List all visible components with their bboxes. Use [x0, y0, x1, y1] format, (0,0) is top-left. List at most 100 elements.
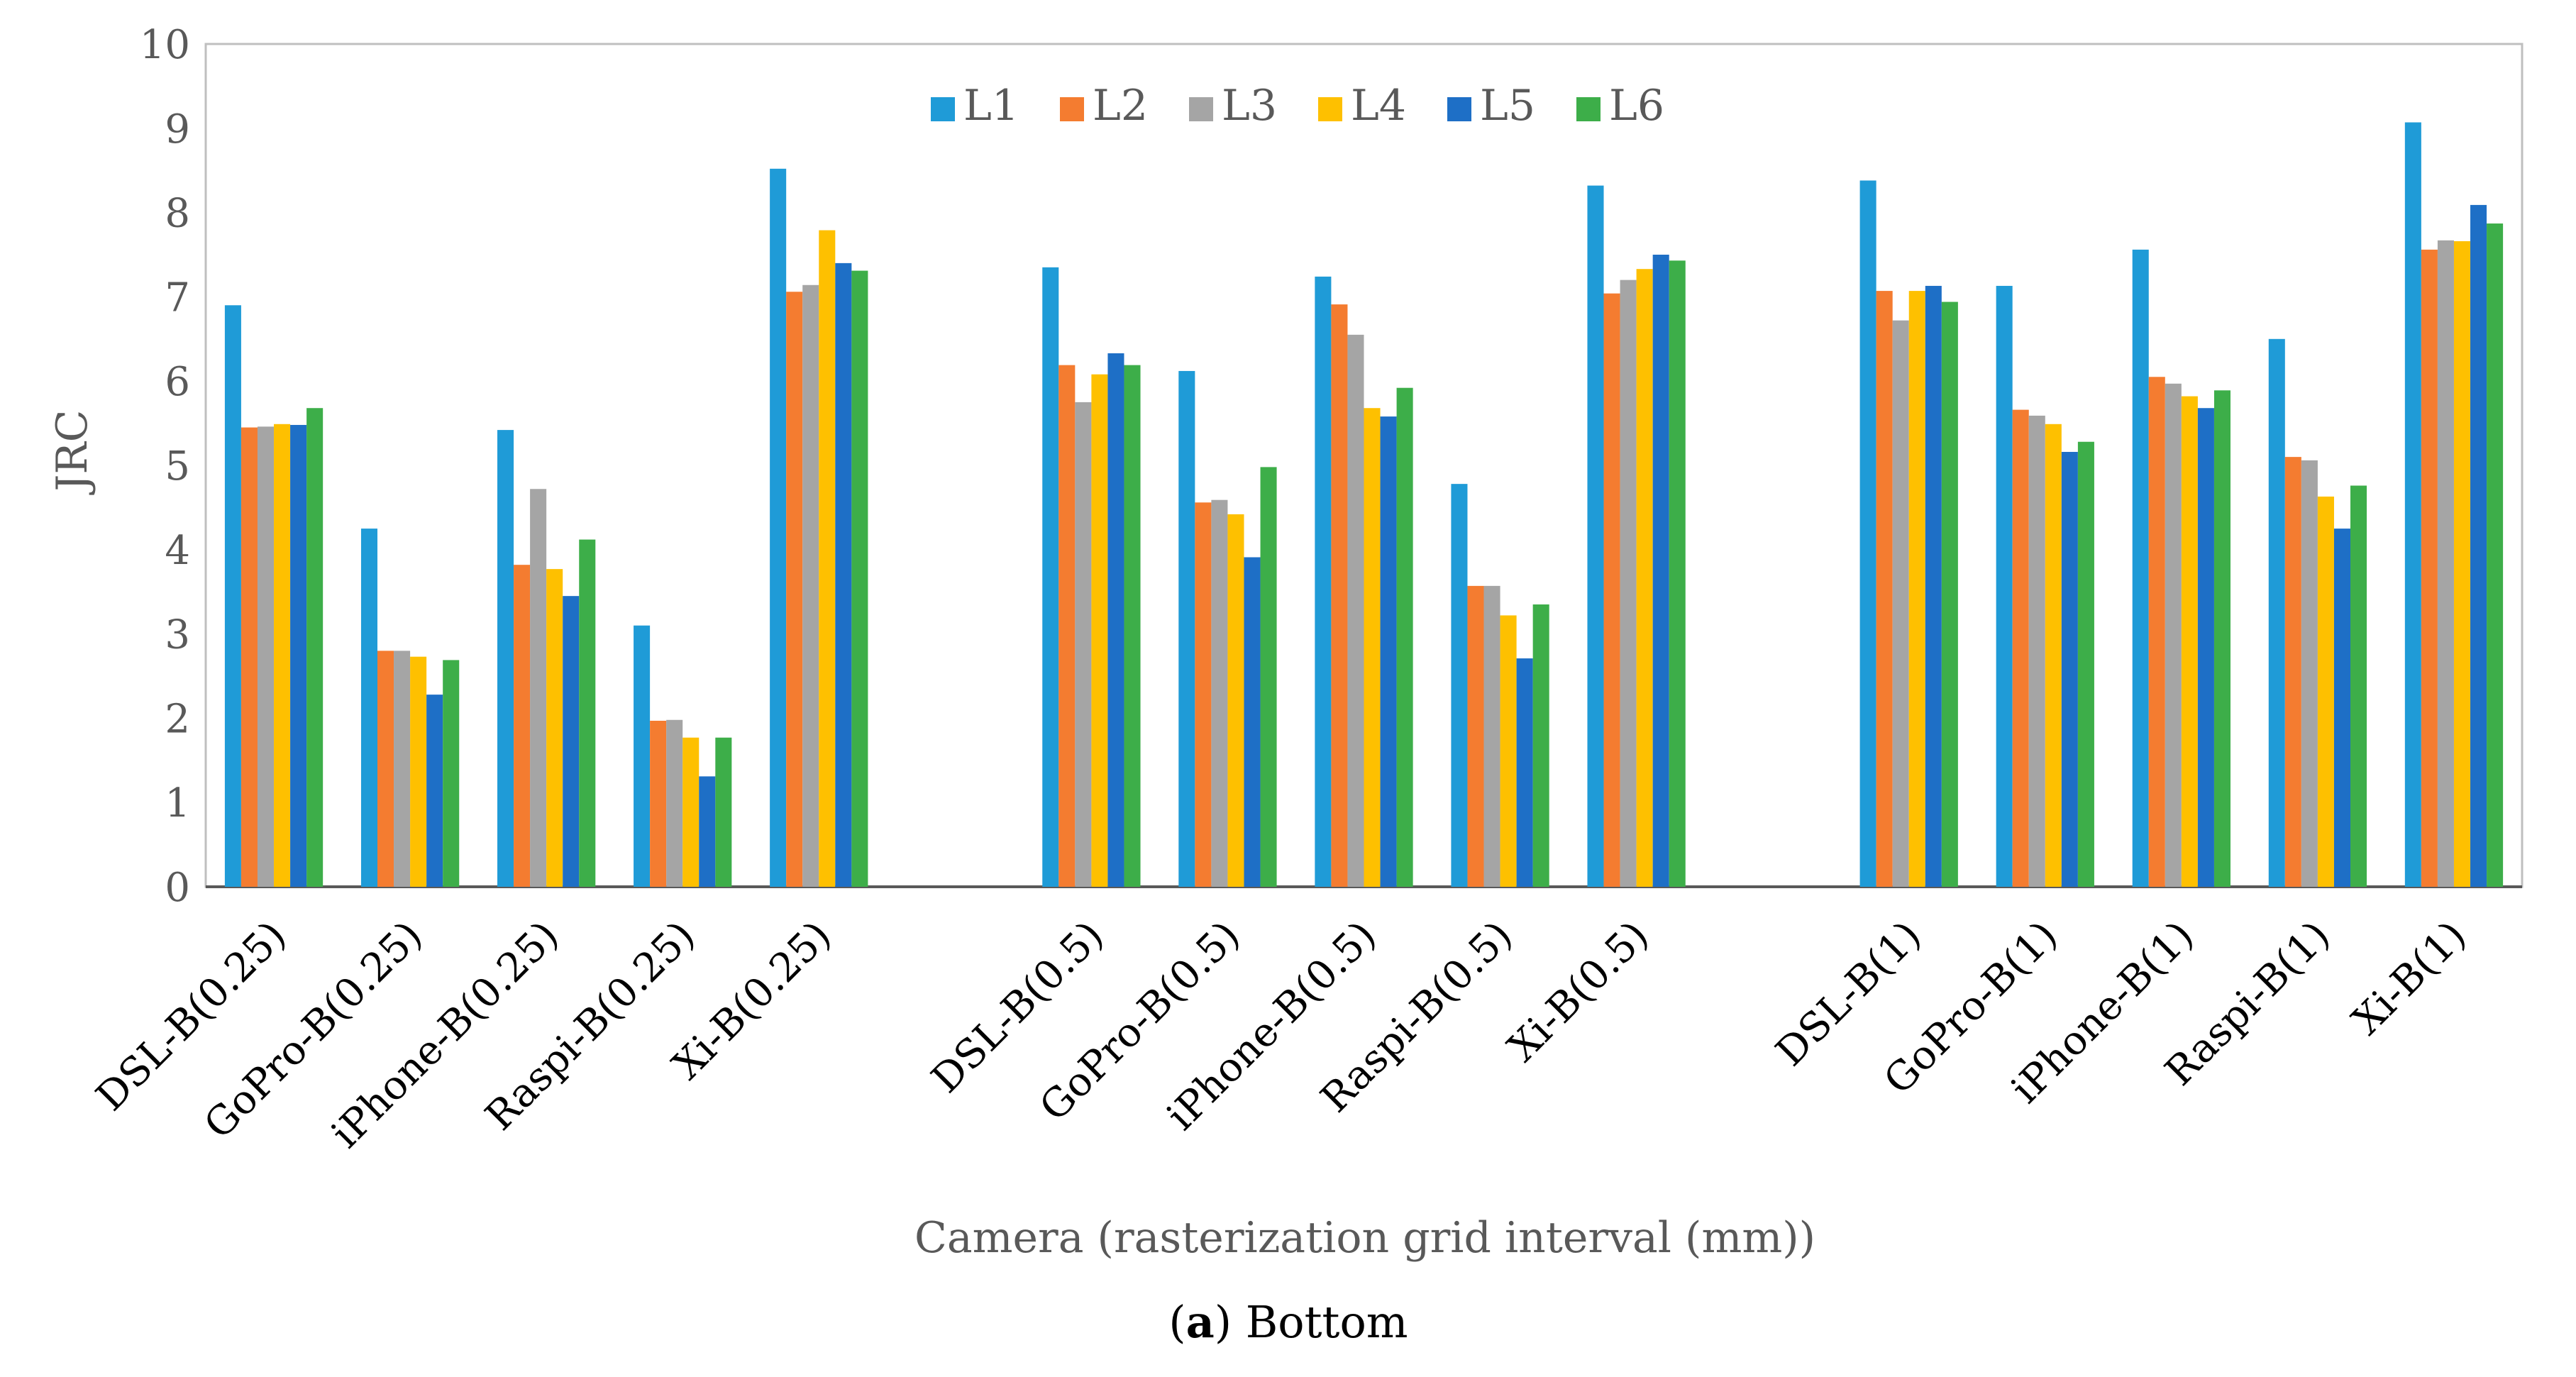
bar-l5-12 [2061, 451, 2078, 887]
bar-l2-14 [2284, 457, 2301, 887]
bar-l5-5 [835, 262, 852, 887]
bar-l3-11 [1892, 320, 1909, 887]
y-tick-label: 0 [165, 865, 190, 911]
bar-l4-12 [2045, 424, 2062, 887]
bar-l1-3 [497, 430, 514, 887]
caption-label: a [1186, 1296, 1215, 1348]
bar-l6-9 [1532, 604, 1549, 887]
bar-l6-15 [2487, 223, 2504, 887]
bar-l1-6 [1042, 267, 1059, 887]
bar-l4-7 [1227, 514, 1244, 887]
bar-l6-11 [1941, 302, 1958, 887]
y-tick-label: 2 [165, 696, 190, 742]
bar-l4-8 [1364, 408, 1381, 887]
bar-l6-10 [1669, 260, 1686, 887]
x-axis-label: Camera (rasterization grid interval (mm)… [914, 1213, 1815, 1263]
caption-close-paren: ) [1215, 1296, 1232, 1348]
bar-l2-6 [1058, 365, 1076, 887]
bar-l4-6 [1091, 374, 1108, 887]
y-tick-label: 4 [165, 528, 190, 574]
bar-l3-5 [802, 284, 819, 887]
bar-l4-9 [1500, 615, 1517, 887]
bar-l2-15 [2421, 249, 2438, 887]
bar-l1-4 [634, 625, 651, 887]
bar-l1-10 [1587, 185, 1604, 887]
bar-l1-2 [360, 529, 377, 887]
bar-l6-3 [579, 539, 596, 887]
bar-l3-13 [2165, 383, 2182, 887]
y-tick-label: 1 [165, 780, 190, 826]
y-tick-label: 6 [165, 359, 190, 405]
bar-l3-8 [1347, 334, 1364, 887]
legend-label-l4: L4 [1351, 81, 1406, 131]
bar-l4-14 [2317, 496, 2334, 887]
y-axis-ticks: 0 1 2 3 4 5 6 7 8 9 10 [140, 22, 190, 911]
y-tick-label: 9 [165, 106, 190, 153]
caption-open-paren: ( [1168, 1296, 1185, 1348]
x-tick-label: Xi-B(1) [2343, 912, 2475, 1044]
bar-l5-13 [2197, 408, 2214, 887]
bar-l2-10 [1603, 293, 1620, 887]
bar-l2-3 [514, 565, 531, 887]
bar-l6-1 [306, 408, 324, 887]
bar-l2-9 [1467, 585, 1484, 887]
bar-l1-11 [1859, 180, 1876, 887]
bar-l1-13 [2132, 249, 2149, 887]
caption-text: Bottom [1232, 1296, 1408, 1348]
bar-l6-14 [2350, 485, 2367, 887]
bar-l2-7 [1195, 502, 1212, 887]
bar-l4-3 [546, 569, 563, 887]
bar-l5-7 [1244, 557, 1261, 887]
bar-l5-14 [2333, 529, 2351, 887]
legend-label-l3: L3 [1222, 81, 1277, 131]
bar-l1-14 [2268, 338, 2285, 887]
legend-label-l2: L2 [1093, 81, 1148, 131]
y-tick-label: 8 [165, 191, 190, 237]
y-tick-label: 10 [140, 22, 190, 68]
bar-l4-15 [2453, 240, 2471, 887]
bar-l2-5 [786, 292, 803, 887]
bar-l6-4 [715, 737, 732, 887]
bar-l5-1 [290, 424, 307, 887]
bar-l6-6 [1124, 365, 1141, 887]
bar-l4-1 [274, 424, 291, 887]
bar-l4-5 [819, 230, 836, 887]
bar-l3-15 [2437, 240, 2454, 887]
bar-l1-12 [1996, 285, 2013, 887]
bar-l3-7 [1211, 499, 1228, 887]
bar-l2-11 [1876, 291, 1893, 887]
legend-swatch-l5 [1447, 97, 1471, 121]
bar-l1-7 [1178, 370, 1195, 887]
legend-swatch-l4 [1318, 97, 1342, 121]
legend-swatch-l2 [1060, 97, 1084, 121]
legend: L1 L2 L3 L4 L5 L6 [931, 81, 1664, 131]
bar-l5-8 [1380, 416, 1397, 887]
bar-l5-10 [1652, 255, 1669, 887]
legend-swatch-l3 [1189, 97, 1213, 121]
bar-l6-5 [851, 270, 868, 887]
bar-l3-6 [1075, 402, 1092, 887]
bar-l1-8 [1315, 276, 1332, 887]
bar-l2-2 [377, 651, 394, 887]
x-tick-label: iPhone-B(0.25) [323, 912, 568, 1157]
bar-l2-8 [1331, 304, 1348, 887]
y-tick-label: 7 [165, 275, 190, 321]
bar-l3-10 [1620, 280, 1637, 887]
bar-l1-1 [224, 305, 241, 887]
bar-l3-14 [2301, 460, 2318, 887]
y-tick-label: 3 [165, 612, 190, 658]
bar-l1-15 [2404, 122, 2421, 887]
bar-l5-15 [2470, 204, 2487, 887]
legend-label-l5: L5 [1480, 81, 1535, 131]
bar-l5-11 [1925, 285, 1942, 887]
bar-l4-11 [1908, 291, 1925, 887]
y-tick-label: 5 [165, 443, 190, 490]
bar-l5-4 [699, 776, 716, 887]
bar-l3-1 [257, 426, 275, 887]
bar-l1-5 [770, 168, 787, 887]
bar-l6-7 [1260, 467, 1277, 887]
x-tick-label: Xi-B(0.5) [1499, 912, 1657, 1071]
legend-label-l1: L1 [963, 81, 1019, 131]
bars [224, 122, 2504, 887]
y-axis-label: JRC [48, 409, 97, 495]
